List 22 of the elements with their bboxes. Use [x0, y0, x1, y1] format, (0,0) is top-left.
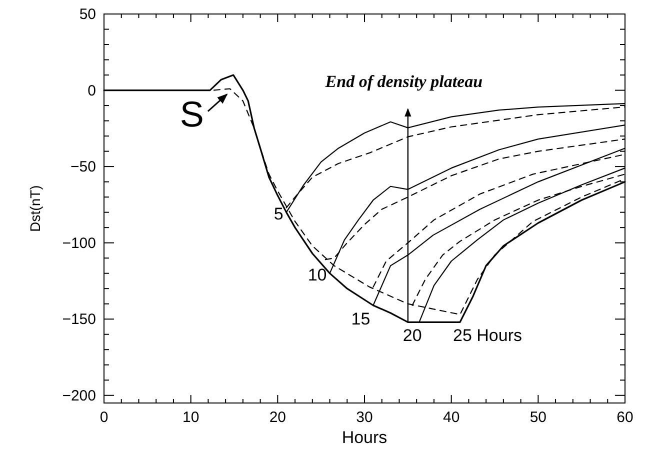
- annotation: 5: [274, 204, 284, 224]
- y-tick-label: 50: [79, 6, 96, 23]
- y-tick-label: −50: [70, 158, 96, 176]
- x-tick-label: 30: [356, 409, 373, 426]
- x-tick-label: 60: [616, 409, 634, 426]
- x-tick-label: 20: [269, 409, 286, 426]
- x-axis-title: Hours: [342, 428, 388, 447]
- x-tick-label: 0: [100, 409, 108, 426]
- x-tick-label: 10: [182, 409, 200, 426]
- y-tick-label: −100: [62, 234, 96, 252]
- annotation: S: [180, 93, 204, 134]
- y-axis-title: Dst(nT): [27, 185, 43, 232]
- annotation: 25 Hours: [453, 326, 522, 346]
- annotation: 20: [402, 326, 422, 346]
- x-tick-label: 50: [530, 409, 547, 426]
- ref-line-label: End of density plateau: [324, 72, 483, 91]
- annotation: 10: [308, 265, 327, 284]
- annotation: 15: [351, 309, 370, 328]
- y-tick-label: −200: [62, 387, 96, 404]
- x-tick-label: 40: [442, 409, 460, 426]
- y-tick-label: 0: [88, 82, 96, 100]
- y-tick-label: −150: [62, 311, 96, 328]
